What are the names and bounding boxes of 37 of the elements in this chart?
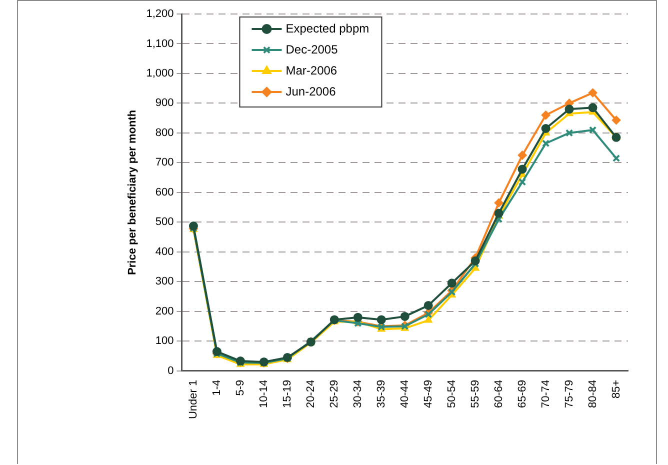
y-tick-label: 600 (155, 186, 174, 198)
x-tick-label: 10-14 (258, 380, 270, 408)
y-tick-label: 0 (168, 364, 174, 377)
y-axis-title: Price per beneficiary per month (126, 110, 139, 275)
x-tick-label: 5-9 (234, 380, 246, 396)
legend-label: Mar-2006 (286, 63, 338, 78)
x-tick-label: 30-34 (352, 380, 364, 408)
x-tick-label: 45-49 (422, 380, 434, 408)
x-tick-label: Under 1 (188, 380, 200, 420)
y-tick-label: 700 (155, 156, 174, 169)
x-tick-label: 80-84 (586, 380, 599, 408)
x-tick-label: 35-39 (375, 380, 388, 408)
y-tick-label: 100 (155, 335, 174, 348)
y-tick-label: 1,200 (146, 8, 174, 20)
y-tick-label: 400 (155, 246, 174, 258)
legend-label: Jun-2006 (286, 84, 336, 98)
y-tick-label: 300 (155, 276, 174, 288)
legend-label: Dec-2005 (286, 42, 338, 56)
y-tick-label: 900 (155, 97, 174, 110)
x-tick-label: 25-29 (328, 380, 340, 408)
x-tick-label: 40-44 (398, 380, 411, 408)
x-tick-label: 50-54 (446, 380, 458, 408)
x-tick-label: 20-24 (304, 380, 317, 408)
x-tick-label: 1-4 (210, 380, 223, 396)
x-tick-label: 85+ (610, 380, 622, 399)
x-tick-label: 75-79 (563, 380, 576, 408)
y-tick-label: 200 (155, 305, 174, 318)
y-tick-label: 1,000 (146, 68, 174, 80)
x-tick-label: 60-64 (492, 380, 505, 408)
x-tick-label: 15-19 (281, 380, 294, 408)
y-tick-label: 500 (155, 216, 174, 228)
y-tick-label: 1,100 (146, 38, 174, 50)
legend-label: Expected pbpm (286, 21, 370, 36)
x-tick-label: 65-69 (516, 380, 528, 408)
y-tick-label: 800 (155, 126, 174, 139)
x-tick-label: 70-74 (540, 380, 552, 408)
x-tick-label: 55-59 (469, 380, 482, 408)
